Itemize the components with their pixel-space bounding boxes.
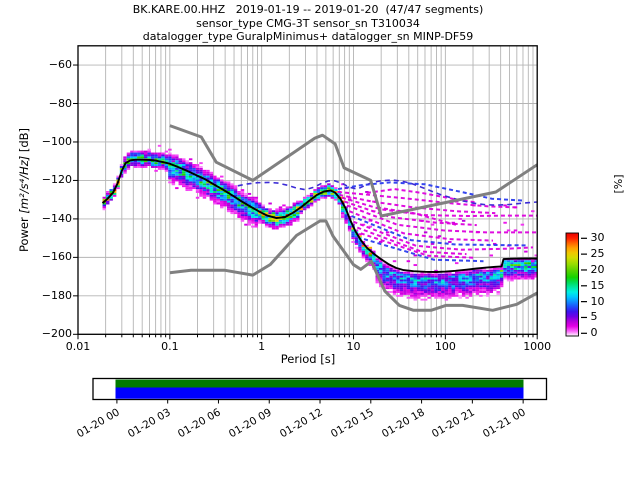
colorbar-tick-label: 25 [590, 247, 605, 261]
colorbar-tick-label: 15 [590, 278, 605, 292]
y-tick-label: −60 [48, 58, 72, 72]
y-axis-units-math: [m²/s⁴/Hz] [17, 155, 31, 214]
x-tick-label: 1000 [523, 340, 552, 353]
x-tick-label: 1 [258, 340, 266, 353]
colorbar-tick-label: 0 [590, 326, 598, 340]
y-tick-label: −80 [48, 96, 72, 110]
x-tick-label: 10 [346, 340, 361, 353]
y-tick-label: −100 [41, 134, 72, 148]
colorbar-tick-label: 10 [590, 294, 605, 308]
title-line-1: BK.KARE.00.HHZ 2019-01-19 -- 2019-01-20 … [132, 3, 484, 16]
y-axis-label: Power [m²/s⁴/Hz] [dB] [17, 127, 31, 253]
x-axis-label: Period [s] [280, 352, 336, 366]
y-tick-label: −180 [41, 288, 72, 302]
x-tick-label: 100 [434, 340, 456, 353]
title-line-2: sensor_type CMG-3T sensor_sn T310034 [196, 16, 420, 30]
y-tick-label: −200 [41, 327, 72, 341]
y-tick-label: −140 [41, 211, 72, 225]
colorbar-tick-label: 20 [590, 262, 605, 276]
colorbar-tick-label: 5 [590, 310, 598, 324]
colorbar-label: [%] [612, 174, 625, 194]
x-tick-label: 0.01 [65, 340, 91, 353]
x-tick-label: 0.1 [161, 340, 179, 353]
y-tick-label: −160 [41, 250, 72, 264]
y-tick-label: −120 [41, 173, 72, 187]
colorbar-tick-label: 30 [590, 231, 605, 245]
title-line-3: datalogger_type GuralpMinimus+ datalogge… [142, 30, 474, 43]
